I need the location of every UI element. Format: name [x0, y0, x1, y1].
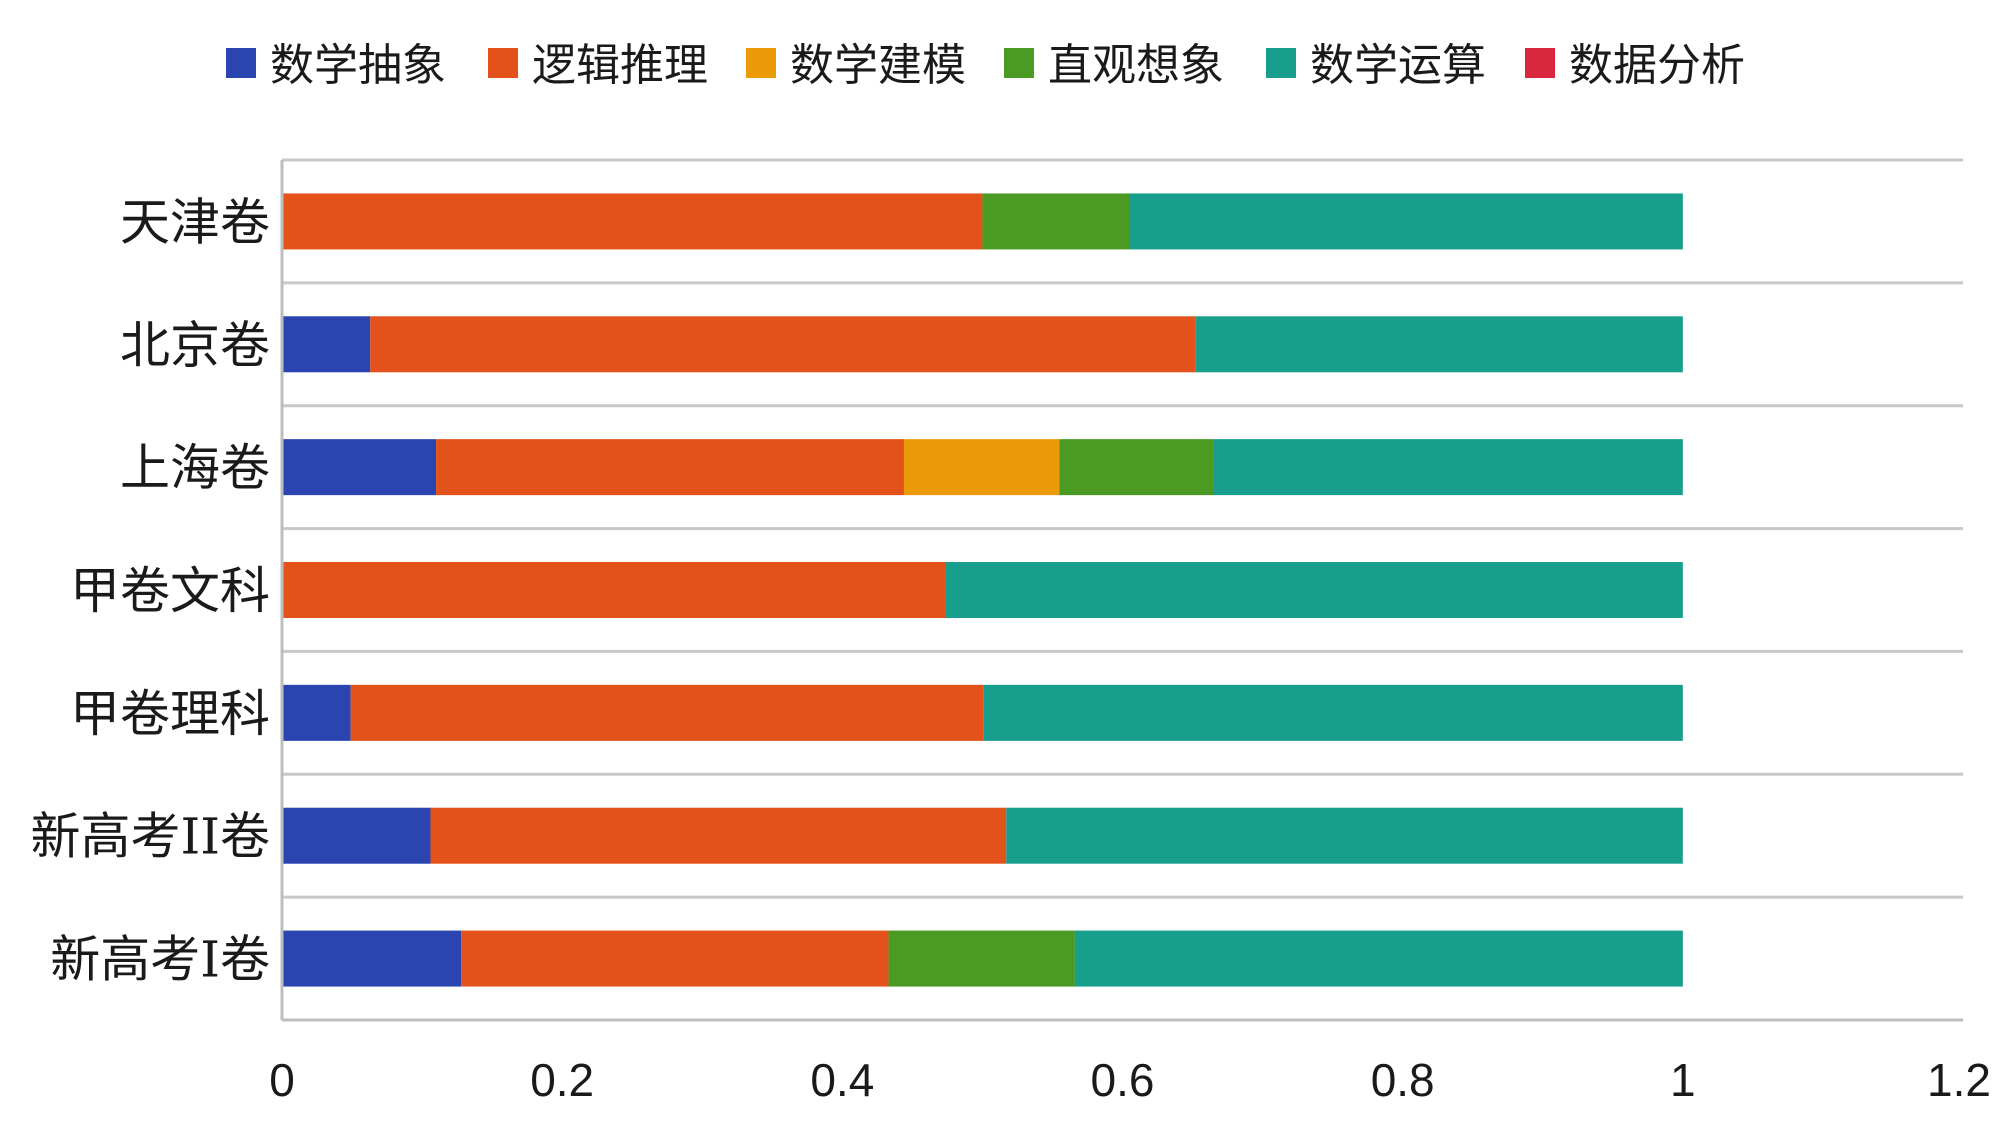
bar-row-0	[282, 193, 1683, 250]
legend-label: 数学建模	[790, 40, 966, 91]
category-label: 天津卷	[120, 193, 270, 251]
legend-item-2: 数学建模	[746, 40, 966, 91]
legend-swatch	[746, 48, 776, 78]
bar-segment	[282, 807, 431, 864]
x-tick-label: 0	[269, 1054, 295, 1106]
bar-segment	[461, 930, 889, 987]
bar-segment	[350, 684, 984, 741]
bar-segment	[282, 193, 983, 250]
bar-row-1	[282, 316, 1683, 373]
bar-row-6	[282, 930, 1683, 987]
bar-segment	[282, 930, 462, 987]
bar-segment	[1195, 316, 1683, 373]
bar-segment	[903, 439, 1060, 496]
legend-swatch	[226, 48, 256, 78]
bar-segment	[1074, 930, 1683, 987]
axes	[280, 160, 1963, 1022]
x-tick-label: 0.2	[530, 1054, 594, 1106]
bar-segment	[1006, 807, 1683, 864]
legend: 数学抽象 逻辑推理 数学建模 直观想象 数学运算 数据分析	[226, 40, 1745, 91]
bar-row-2	[282, 439, 1683, 496]
gridlines	[282, 158, 1963, 899]
legend-swatch	[1004, 48, 1034, 78]
category-label: 甲卷理科	[70, 685, 270, 743]
bar-row-3	[282, 562, 1683, 618]
bar-segment	[983, 684, 1683, 741]
bar-row-5	[282, 807, 1683, 864]
legend-item-3: 直观想象	[1004, 40, 1224, 91]
category-label: 上海卷	[120, 439, 270, 497]
legend-item-0: 数学抽象	[226, 40, 446, 91]
x-tick-labels: 0 0.2 0.4 0.6 0.8 1 1.2	[269, 1054, 1991, 1106]
bar-segment	[982, 193, 1130, 250]
x-tick-label: 0.4	[810, 1054, 874, 1106]
legend-swatch	[1525, 48, 1555, 78]
legend-label: 数据分析	[1569, 40, 1745, 91]
legend-label: 直观想象	[1048, 40, 1224, 91]
category-label: 甲卷文科	[70, 562, 270, 620]
bars	[282, 193, 1683, 987]
bar-segment	[282, 439, 437, 496]
x-tick-label: 1	[1670, 1054, 1696, 1106]
legend-label: 数学运算	[1310, 40, 1486, 91]
x-tick-label: 0.6	[1091, 1054, 1155, 1106]
bar-segment	[436, 439, 904, 496]
bar-segment	[1129, 193, 1683, 250]
legend-swatch	[1266, 48, 1296, 78]
legend-swatch	[488, 48, 518, 78]
category-label: 新高考I卷	[50, 931, 270, 989]
bar-segment	[945, 562, 1683, 618]
bar-segment	[430, 807, 1007, 864]
bar-row-4	[282, 684, 1683, 741]
category-label: 北京卷	[120, 316, 270, 374]
bar-segment	[282, 316, 371, 373]
bar-segment	[888, 930, 1075, 987]
bar-segment	[1059, 439, 1214, 496]
bar-segment	[370, 316, 1196, 373]
legend-item-1: 逻辑推理	[488, 40, 708, 91]
legend-label: 数学抽象	[270, 40, 446, 91]
x-tick-label: 0.8	[1371, 1054, 1435, 1106]
legend-label: 逻辑推理	[532, 40, 708, 91]
category-label: 新高考II卷	[30, 808, 270, 866]
x-tick-label: 1.2	[1927, 1054, 1991, 1106]
legend-item-4: 数学运算	[1266, 40, 1486, 91]
bar-segment	[282, 562, 946, 618]
bar-segment	[282, 684, 351, 741]
legend-item-5: 数据分析	[1525, 40, 1745, 91]
bar-segment	[1213, 439, 1683, 496]
